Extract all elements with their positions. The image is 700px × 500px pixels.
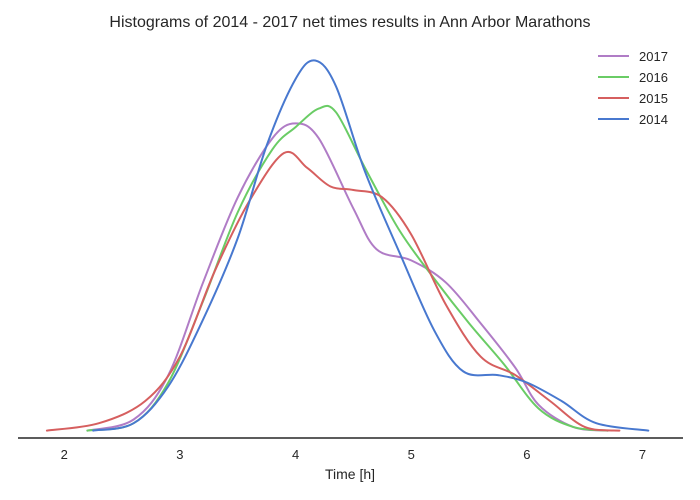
x-axis-label: Time [h] <box>325 466 375 482</box>
x-axis-ticks: 2 3 4 5 6 7 <box>61 447 646 462</box>
x-tick-label: 5 <box>408 447 415 462</box>
legend-label-2015: 2015 <box>639 91 668 106</box>
legend-label-2016: 2016 <box>639 70 668 85</box>
x-tick-label: 3 <box>176 447 183 462</box>
x-tick-label: 6 <box>523 447 530 462</box>
series-line-2014 <box>92 59 650 432</box>
series-lines <box>45 59 650 432</box>
series-line-2017 <box>86 122 609 432</box>
legend: 2017 2016 2015 2014 <box>598 49 668 127</box>
legend-label-2017: 2017 <box>639 49 668 64</box>
series-line-2015 <box>45 150 621 432</box>
x-tick-label: 7 <box>639 447 646 462</box>
chart-title: Histograms of 2014 - 2017 net times resu… <box>109 14 590 31</box>
legend-label-2014: 2014 <box>639 112 668 127</box>
x-tick-label: 2 <box>61 447 68 462</box>
x-tick-label: 4 <box>292 447 299 462</box>
